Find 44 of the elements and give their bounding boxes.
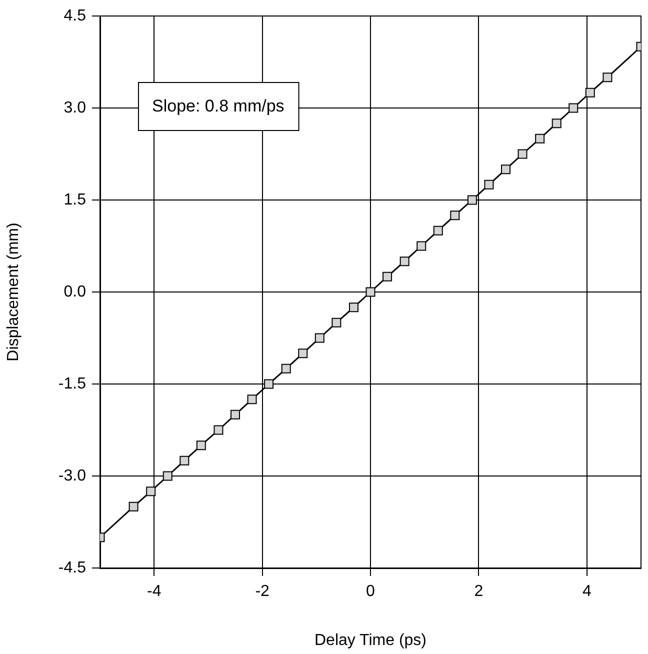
point: [501, 164, 510, 174]
x-tick-label: 4: [582, 583, 592, 600]
y-tick-label: 3.0: [64, 99, 86, 116]
point: [162, 471, 172, 481]
point: [264, 379, 274, 389]
y-tick-label: 1.5: [64, 191, 86, 208]
point: [450, 210, 460, 220]
point: [180, 456, 190, 466]
x-tick-label: 2: [474, 583, 484, 600]
y-tick-label: -1.5: [58, 375, 86, 392]
point: [348, 302, 358, 312]
point: [585, 88, 595, 98]
y-tick-label: -3.0: [58, 467, 86, 484]
point: [467, 195, 477, 205]
point: [332, 318, 342, 328]
y-tick-label: 0.0: [64, 283, 86, 300]
point: [214, 425, 224, 435]
y-tick-label: 4.5: [64, 7, 86, 24]
x-tick-label: 0: [366, 583, 376, 600]
point: [298, 348, 308, 358]
point: [602, 72, 612, 82]
annotation: Slope: 0.8 mm/ps: [152, 96, 284, 116]
point: [146, 486, 156, 496]
x-axis-title: Delay Time (ps): [314, 632, 427, 649]
point: [247, 394, 257, 404]
point: [128, 502, 138, 512]
point: [484, 180, 494, 190]
y-tick-label: -4.5: [58, 559, 86, 576]
point: [366, 287, 376, 297]
point: [416, 241, 426, 251]
y-axis-title: Displacement (mm): [5, 222, 22, 362]
point: [433, 226, 443, 236]
point: [230, 410, 240, 420]
point: [568, 103, 578, 113]
point: [552, 118, 562, 128]
point: [535, 134, 545, 144]
point: [314, 333, 324, 343]
point: [382, 272, 392, 282]
point: [196, 440, 206, 450]
point: [281, 364, 291, 374]
point: [518, 149, 528, 159]
x-tick-label: -2: [255, 583, 270, 600]
x-tick-label: -4: [146, 583, 162, 600]
point: [400, 256, 410, 266]
